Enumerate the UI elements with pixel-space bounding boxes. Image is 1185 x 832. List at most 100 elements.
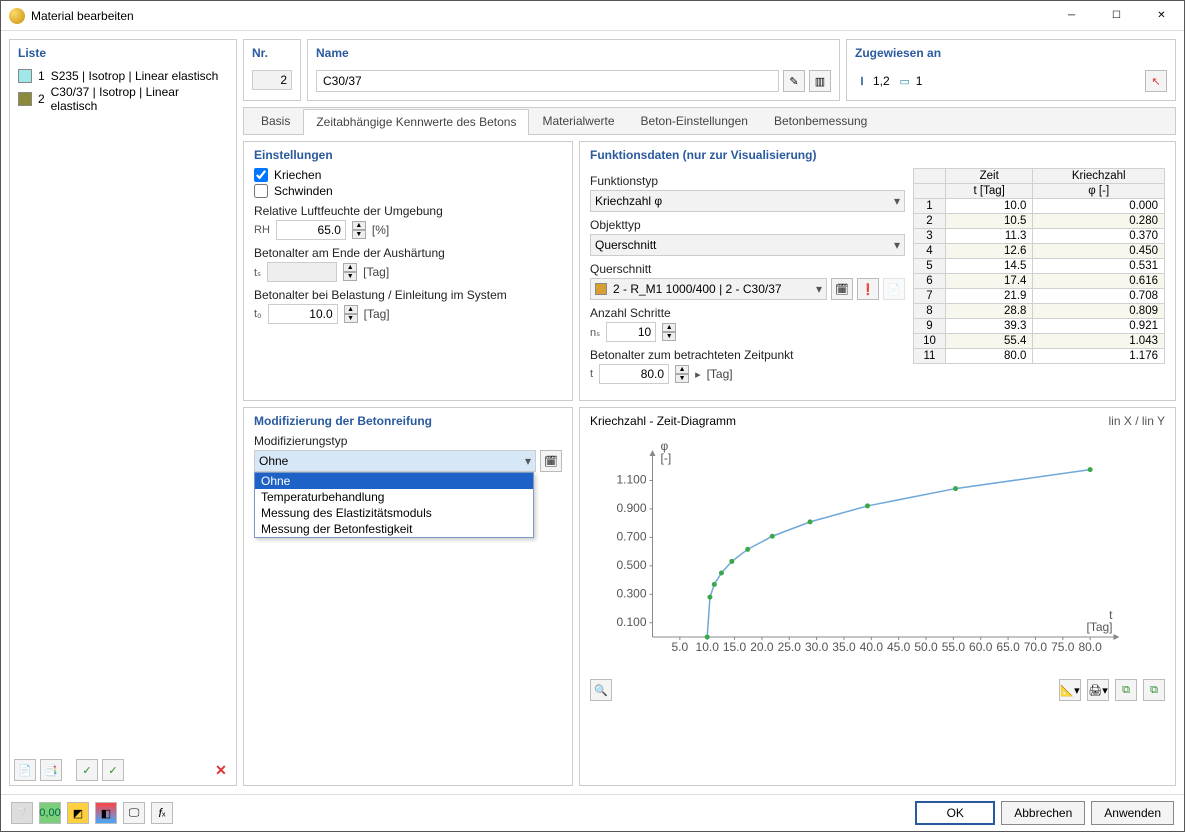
modif-type-label: Modifizierungstyp	[254, 434, 562, 448]
edit-icon[interactable]: ✎	[783, 70, 805, 92]
kriechen-checkbox[interactable]: Kriechen	[254, 168, 562, 182]
svg-text:65.0: 65.0	[996, 640, 1020, 654]
t0-input[interactable]	[268, 304, 338, 324]
app-icon	[9, 8, 25, 24]
color-icon[interactable]: ◩	[67, 802, 89, 824]
ts-input[interactable]	[267, 262, 337, 282]
export2-icon[interactable]: ⧉	[1143, 679, 1165, 701]
name-input[interactable]	[316, 70, 779, 92]
steps-label: Anzahl Schritte	[590, 306, 905, 320]
nr-panel: Nr.	[243, 39, 301, 101]
cs-label: Querschnitt	[590, 262, 905, 276]
name-label: Name	[308, 40, 839, 66]
ok-button[interactable]: OK	[915, 801, 995, 825]
svg-text:60.0: 60.0	[969, 640, 993, 654]
nr-input[interactable]	[252, 70, 292, 90]
svg-text:25.0: 25.0	[778, 640, 802, 654]
cs-cal-icon[interactable]: 🗓	[831, 278, 853, 300]
modif-select[interactable]: Ohne	[254, 450, 536, 472]
svg-text:80.0: 80.0	[1078, 640, 1102, 654]
svg-text:35.0: 35.0	[832, 640, 856, 654]
cancel-button[interactable]: Abbrechen	[1001, 801, 1085, 825]
tab[interactable]: Zeitabhängige Kennwerte des Betons	[303, 109, 529, 135]
zoom-icon[interactable]: 🔍	[590, 679, 612, 701]
maximize-button[interactable]: ☐	[1094, 1, 1139, 30]
cs-info-icon[interactable]: ❗	[857, 278, 879, 300]
otype-select[interactable]: Querschnitt	[590, 234, 905, 256]
print-icon[interactable]: 🖨▾	[1087, 679, 1109, 701]
ftype-label: Funktionstyp	[590, 174, 905, 188]
tage-spinner[interactable]: ▲▼	[675, 365, 689, 383]
material-list[interactable]: 1 S235 | Isotrop | Linear elastisch 2 C3…	[10, 66, 236, 755]
tab[interactable]: Betonbemessung	[761, 108, 880, 134]
t0-label: Betonalter bei Belastung / Einleitung im…	[254, 288, 562, 302]
rh-spinner[interactable]: ▲▼	[352, 221, 366, 239]
cs-new-icon[interactable]: 📄	[883, 278, 905, 300]
close-button[interactable]: ✕	[1139, 1, 1184, 30]
fx-icon[interactable]: fₓ	[151, 802, 173, 824]
modif-title: Modifizierung der Betonreifung	[254, 414, 562, 428]
chart-mode: lin X / lin Y	[1109, 414, 1165, 428]
schwinden-checkbox[interactable]: Schwinden	[254, 184, 562, 198]
steps-input[interactable]	[606, 322, 656, 342]
tab[interactable]: Basis	[248, 108, 303, 134]
export-icon[interactable]: ⧉	[1115, 679, 1137, 701]
chart-panel: Kriechzahl - Zeit-Diagramm lin X / lin Y…	[579, 407, 1176, 786]
pick-icon[interactable]: ↖	[1145, 70, 1167, 92]
svg-text:0.500: 0.500	[616, 558, 646, 572]
tab[interactable]: Materialwerte	[529, 108, 627, 134]
func-title: Funktionsdaten (nur zur Visualisierung)	[590, 148, 1165, 162]
help-icon[interactable]: ❔	[11, 802, 33, 824]
dropdown-option[interactable]: Temperaturbehandlung	[255, 489, 533, 505]
svg-text:20.0: 20.0	[750, 640, 774, 654]
dropdown-option[interactable]: Messung der Betonfestigkeit	[255, 521, 533, 537]
minimize-button[interactable]: ─	[1049, 1, 1094, 30]
dropdown-option[interactable]: Messung des Elastizitätsmoduls	[255, 505, 533, 521]
chart-svg: 0.1000.3000.5000.7000.9001.1005.010.015.…	[590, 432, 1165, 672]
function-data-panel: Funktionsdaten (nur zur Visualisierung) …	[579, 141, 1176, 401]
color2-icon[interactable]: ◧	[95, 802, 117, 824]
tage-input[interactable]	[599, 364, 669, 384]
list-item-label: S235 | Isotrop | Linear elastisch	[51, 69, 219, 83]
svg-text:10.0: 10.0	[696, 640, 720, 654]
rh-input[interactable]	[276, 220, 346, 240]
list-title: Liste	[10, 40, 236, 66]
units-icon[interactable]: 0,00	[39, 802, 61, 824]
ftype-select[interactable]: Kriechzahl φ	[590, 190, 905, 212]
ts-label: Betonalter am Ende der Aushärtung	[254, 246, 562, 260]
svg-text:50.0: 50.0	[914, 640, 938, 654]
otype-label: Objekttyp	[590, 218, 905, 232]
dropdown-option[interactable]: Ohne	[255, 473, 533, 489]
tabs: BasisZeitabhängige Kennwerte des BetonsM…	[243, 107, 1176, 135]
steps-spinner[interactable]: ▲▼	[662, 323, 676, 341]
check-icon[interactable]: ✓	[76, 759, 98, 781]
copy-icon[interactable]: 📑	[40, 759, 62, 781]
modif-dropdown-list[interactable]: OhneTemperaturbehandlungMessung des Elas…	[254, 472, 534, 538]
list-item-num: 1	[38, 69, 45, 83]
settings-panel: Einstellungen Kriechen Schwinden Relativ…	[243, 141, 573, 401]
assigned-panel: Zugewiesen an Ⅰ1,2 ▭1 ↖	[846, 39, 1176, 101]
new-icon[interactable]: 📄	[14, 759, 36, 781]
delete-icon[interactable]: ✕	[210, 759, 232, 781]
svg-text:5.0: 5.0	[672, 640, 689, 654]
axis-icon[interactable]: 📐▾	[1059, 679, 1081, 701]
cs-select[interactable]: 2 - R_M1 1000/400 | 2 - C30/37	[590, 278, 827, 300]
rh-label: Relative Luftfeuchte der Umgebung	[254, 204, 562, 218]
list-item[interactable]: 2 C30/37 | Isotrop | Linear elastisch	[10, 84, 236, 114]
preview-icon[interactable]: 🖵	[123, 802, 145, 824]
color-swatch	[18, 92, 32, 106]
chart-title: Kriechzahl - Zeit-Diagramm	[590, 414, 736, 428]
t0-spinner[interactable]: ▲▼	[344, 305, 358, 323]
tab[interactable]: Beton-Einstellungen	[628, 108, 761, 134]
svg-text:40.0: 40.0	[860, 640, 884, 654]
settings-title: Einstellungen	[254, 148, 562, 162]
ts-spinner[interactable]: ▲▼	[343, 263, 357, 281]
modif-cal-icon[interactable]: 🗓	[540, 450, 562, 472]
svg-text:45.0: 45.0	[887, 640, 911, 654]
svg-text:0.900: 0.900	[616, 501, 646, 515]
list-item-num: 2	[38, 92, 45, 106]
check2-icon[interactable]: ✓	[102, 759, 124, 781]
list-item[interactable]: 1 S235 | Isotrop | Linear elastisch	[10, 68, 236, 84]
apply-button[interactable]: Anwenden	[1091, 801, 1174, 825]
library-icon[interactable]: ▥	[809, 70, 831, 92]
